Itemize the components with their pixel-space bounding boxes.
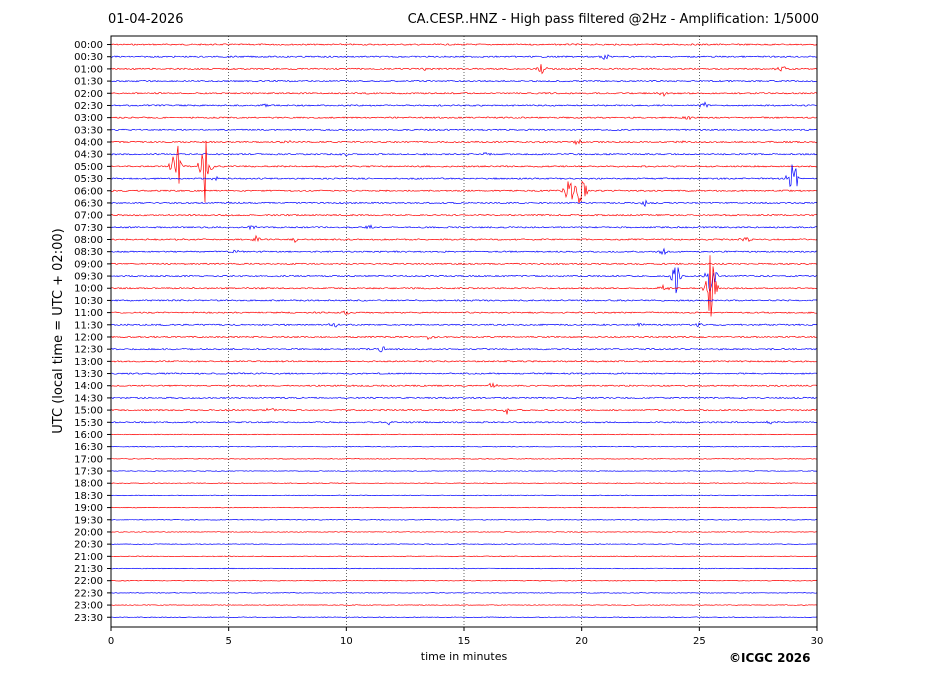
y-tick-label: 02:30 <box>74 101 103 112</box>
y-tick-label: 11:30 <box>74 320 103 331</box>
y-tick-label: 21:00 <box>74 552 103 563</box>
y-tick-label: 22:30 <box>74 588 103 599</box>
y-tick-label: 01:30 <box>74 77 103 88</box>
y-tick-label: 03:00 <box>74 113 103 124</box>
trace-0430 <box>110 151 817 157</box>
chart-title: CA.CESP..HNZ - High pass filtered @2Hz -… <box>407 12 819 27</box>
chart-date: 01-04-2026 <box>108 12 184 27</box>
x-tick-label: 30 <box>811 636 824 647</box>
x-tick-label: 5 <box>225 636 231 647</box>
trace-1300 <box>110 360 818 363</box>
trace-0200 <box>110 91 818 97</box>
y-tick-label: 10:00 <box>74 284 103 295</box>
trace-2030 <box>110 543 818 545</box>
x-tick-label: 15 <box>458 636 471 647</box>
y-tick-label: 14:30 <box>74 393 103 404</box>
y-tick-label: 15:30 <box>74 418 103 429</box>
y-tick-label: 12:30 <box>74 345 103 356</box>
trace-0000 <box>110 43 818 46</box>
y-tick-label: 05:00 <box>74 162 103 173</box>
trace-2230 <box>111 592 818 594</box>
y-tick-label: 19:30 <box>74 515 103 526</box>
trace-1630 <box>110 445 818 448</box>
trace-1600 <box>110 433 818 436</box>
y-tick-label: 06:00 <box>74 186 103 197</box>
y-tick-label: 00:30 <box>74 52 103 63</box>
trace-1130 <box>110 322 818 328</box>
y-axis-label: UTC (local time = UTC + 02:00) <box>51 228 66 433</box>
trace-0500 <box>110 140 818 203</box>
y-tick-label: 17:00 <box>74 454 103 465</box>
y-tick-label: 22:00 <box>74 576 103 587</box>
trace-0730 <box>110 224 818 231</box>
trace-2100 <box>110 555 818 558</box>
trace-0230 <box>110 101 818 108</box>
y-tick-label: 17:30 <box>74 467 103 478</box>
y-tick-label: 08:30 <box>74 247 103 258</box>
y-tick-label: 15:00 <box>74 406 103 417</box>
y-tick-label: 05:30 <box>74 174 103 185</box>
trace-1330 <box>110 372 818 375</box>
trace-1200 <box>110 335 818 341</box>
y-tick-label: 11:00 <box>74 308 103 319</box>
trace-1500 <box>110 407 818 415</box>
trace-0800 <box>110 234 818 243</box>
trace-1230 <box>110 346 818 353</box>
y-tick-label: 07:30 <box>74 223 103 234</box>
y-tick-label: 03:30 <box>74 125 103 136</box>
y-tick-label: 10:30 <box>74 296 103 307</box>
trace-0930 <box>110 267 818 294</box>
trace-1430 <box>110 396 818 400</box>
y-tick-label: 08:00 <box>74 235 103 246</box>
x-axis-label: time in minutes <box>421 650 508 663</box>
trace-0900 <box>110 262 818 266</box>
y-tick-label: 13:30 <box>74 369 103 380</box>
trace-1530 <box>110 420 818 426</box>
trace-0700 <box>110 213 818 217</box>
y-tick-label: 04:00 <box>74 138 103 149</box>
y-tick-label: 12:00 <box>74 332 103 343</box>
y-tick-label: 09:00 <box>74 259 103 270</box>
y-tick-label: 14:00 <box>74 381 103 392</box>
y-tick-label: 23:30 <box>74 613 103 624</box>
y-tick-label: 20:00 <box>74 527 103 538</box>
trace-0630 <box>110 199 818 208</box>
x-tick-label: 20 <box>575 636 588 647</box>
trace-2330 <box>110 616 818 619</box>
trace-2130 <box>110 567 818 570</box>
x-tick-labels: 0 5 10 15 20 25 30 <box>108 627 824 647</box>
y-tick-label: 07:00 <box>74 211 103 222</box>
trace-2200 <box>110 579 818 582</box>
y-tick-label: 06:30 <box>74 198 103 209</box>
trace-0600 <box>110 180 818 204</box>
y-tick-label: 09:30 <box>74 272 103 283</box>
x-tick-label: 25 <box>693 636 706 647</box>
y-tick-label: 18:00 <box>74 479 103 490</box>
y-tick-label: 02:00 <box>74 89 103 100</box>
y-tick-label: 23:00 <box>74 601 103 612</box>
x-tick-label: 0 <box>108 636 114 647</box>
y-tick-label: 18:30 <box>74 491 103 502</box>
y-tick-label: 01:00 <box>74 64 103 75</box>
plot-frame <box>110 35 818 628</box>
y-tick-label: 04:30 <box>74 150 103 161</box>
trace-0530 <box>110 164 818 188</box>
x-tick-label: 10 <box>340 636 353 647</box>
y-tick-label: 16:30 <box>74 442 103 453</box>
y-tick-label: 21:30 <box>74 564 103 575</box>
trace-2300 <box>111 604 818 606</box>
trace-1400 <box>110 382 818 389</box>
minute-gridlines <box>228 36 700 627</box>
y-tick-label: 00:00 <box>74 40 103 51</box>
y-tick-label: 19:00 <box>74 503 103 514</box>
y-tick-label: 20:30 <box>74 540 103 551</box>
copyright-credit: ©ICGC 2026 <box>729 651 811 665</box>
y-tick-label: 13:00 <box>74 357 103 368</box>
y-tick-label: 16:00 <box>74 430 103 441</box>
